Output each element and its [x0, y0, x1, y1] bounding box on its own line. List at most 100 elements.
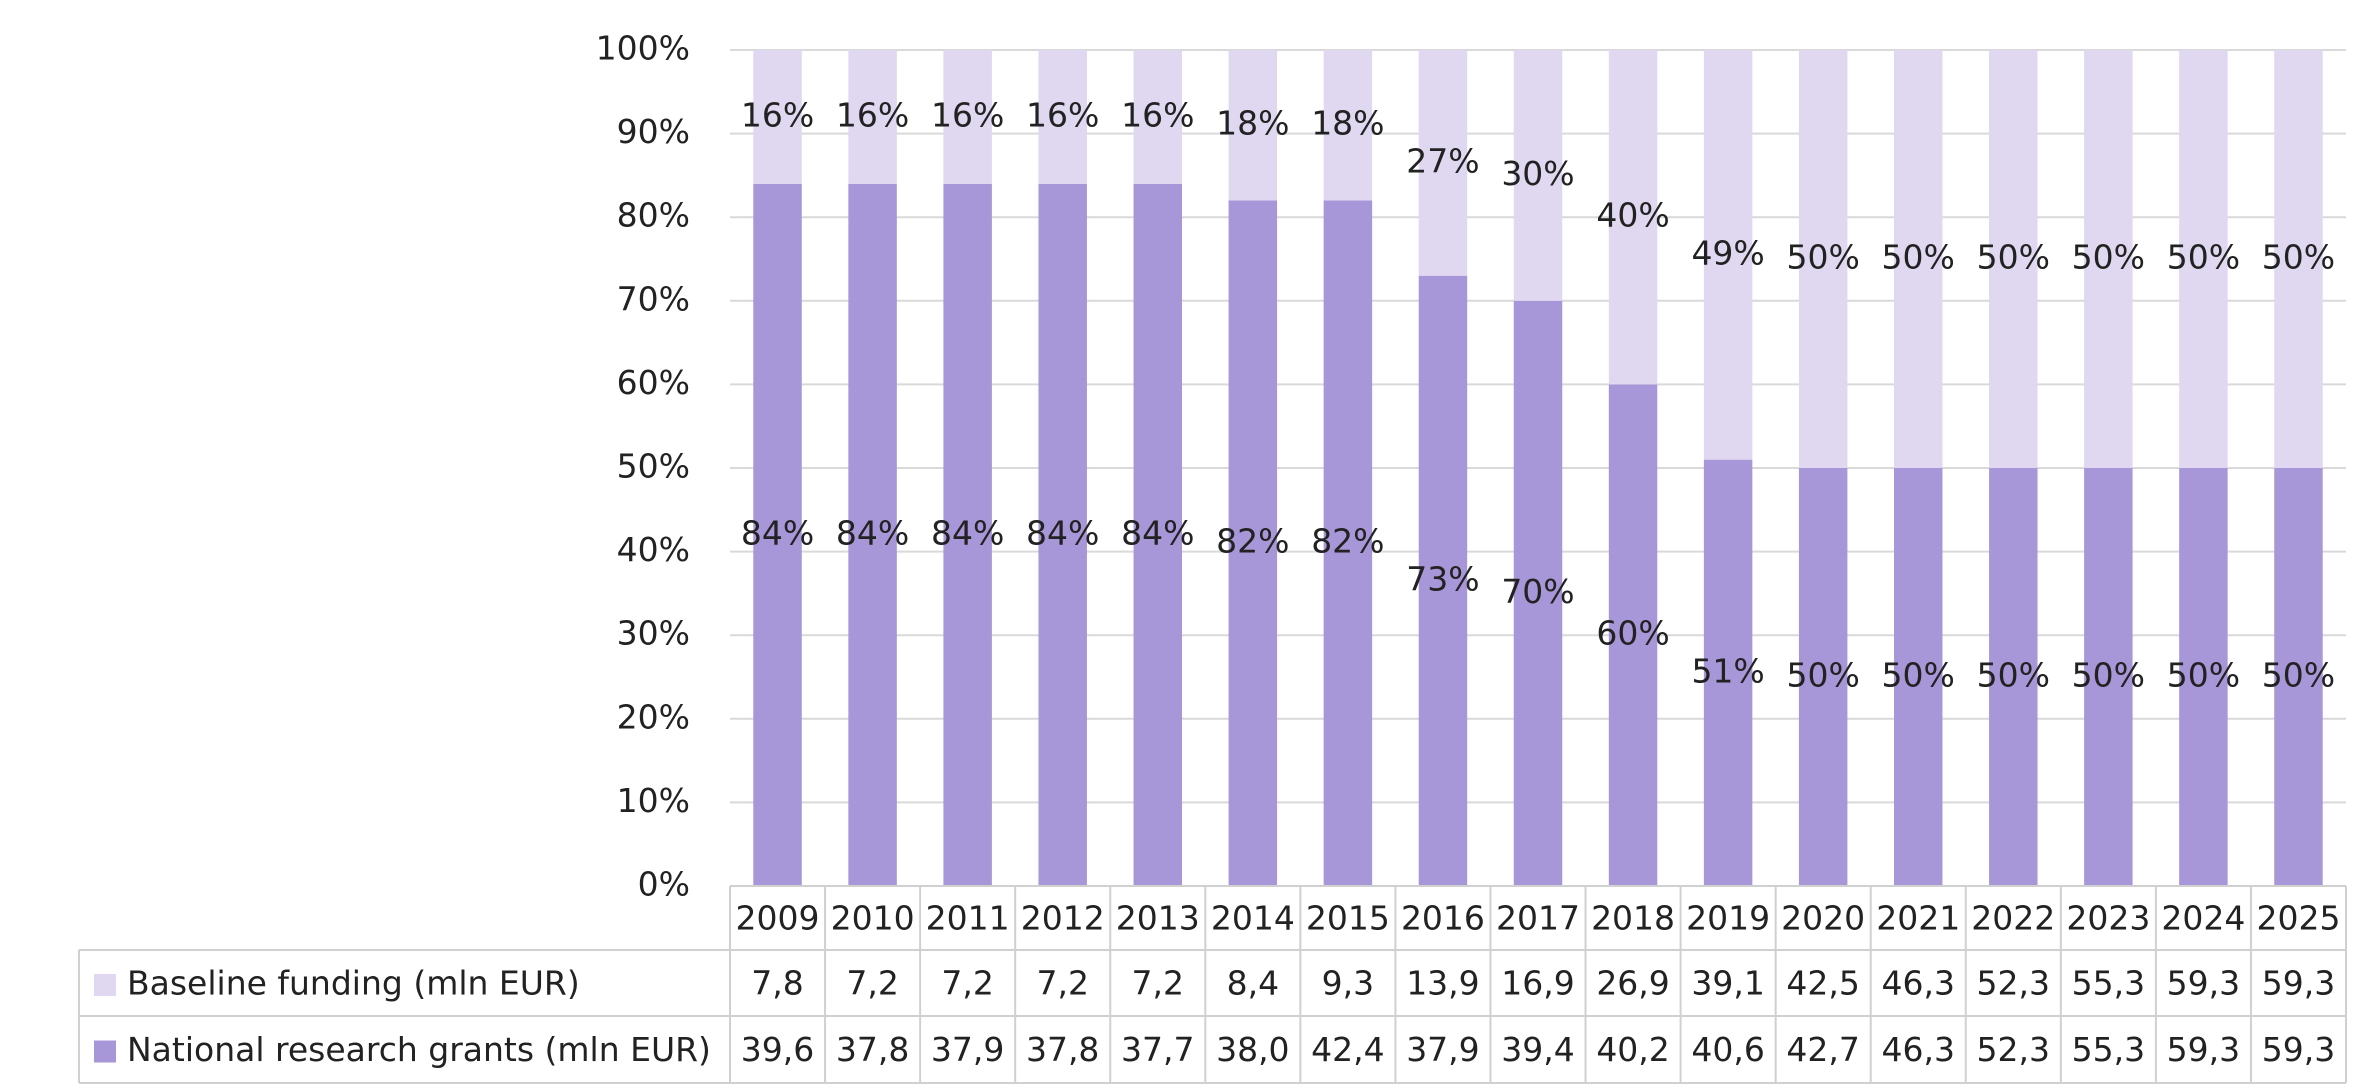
y-tick-label: 0%	[638, 865, 690, 904]
table-value: 59,3	[2167, 964, 2240, 1003]
bar-segment	[2179, 468, 2228, 886]
data-label: 18%	[1311, 104, 1384, 143]
table-value: 39,4	[1501, 1030, 1574, 1069]
data-label: 70%	[1501, 572, 1574, 611]
data-label: 50%	[1977, 238, 2050, 277]
data-label: 50%	[2167, 656, 2240, 695]
bar-segment	[943, 50, 992, 184]
x-tick-label: 2025	[2256, 899, 2340, 938]
x-tick-label: 2013	[1116, 899, 1200, 938]
table-value: 38,0	[1216, 1030, 1289, 1069]
bar-segment	[1798, 50, 1848, 468]
x-tick-label: 2017	[1496, 899, 1580, 938]
x-tick-label: 2021	[1876, 899, 1960, 938]
bar-segment	[1608, 384, 1658, 886]
bar-segment	[2179, 50, 2228, 468]
data-label: 49%	[1691, 233, 1764, 272]
bar-segment	[1608, 50, 1658, 385]
table-value: 7,2	[846, 964, 898, 1003]
legend-label: National research grants (mln EUR)	[127, 1030, 711, 1069]
y-tick-label: 100%	[596, 29, 690, 68]
data-label: 84%	[836, 513, 909, 552]
bar-segment	[1133, 183, 1183, 886]
table-value: 37,9	[1406, 1030, 1479, 1069]
bar-segment	[1418, 50, 1468, 276]
table-value: 52,3	[1977, 1030, 2050, 1069]
data-label: 50%	[1786, 656, 1859, 695]
y-tick-label: 60%	[617, 363, 690, 402]
table-value: 7,8	[751, 964, 803, 1003]
data-label: 18%	[1216, 104, 1289, 143]
bar-segment	[2274, 468, 2323, 886]
y-tick-label: 10%	[617, 781, 690, 820]
legend-swatch	[94, 974, 116, 996]
data-label: 51%	[1691, 651, 1764, 690]
bar-segment	[1038, 183, 1087, 886]
bar-segment	[753, 50, 802, 184]
table-value: 52,3	[1977, 964, 2050, 1003]
bar-segment	[1038, 50, 1087, 184]
x-tick-label: 2014	[1211, 899, 1295, 938]
legend-swatch	[94, 1040, 116, 1063]
bar-segment	[1703, 50, 1753, 460]
data-label: 60%	[1596, 614, 1669, 653]
table-value: 39,6	[741, 1030, 814, 1069]
x-tick-label: 2015	[1306, 899, 1390, 938]
bar-segment	[1228, 200, 1278, 887]
table-value: 37,8	[1026, 1030, 1099, 1069]
bar-segment	[848, 50, 897, 184]
data-label: 50%	[1977, 656, 2050, 695]
data-label: 84%	[931, 513, 1004, 552]
x-tick-label: 2011	[926, 899, 1010, 938]
table-value: 37,8	[836, 1030, 909, 1069]
table-value: 9,3	[1322, 964, 1374, 1003]
table-value: 8,4	[1227, 964, 1279, 1003]
data-label: 82%	[1311, 522, 1384, 561]
data-label: 50%	[2072, 238, 2145, 277]
x-tick-label: 2012	[1021, 899, 1105, 938]
bar-segment	[2274, 50, 2323, 468]
y-tick-label: 80%	[617, 196, 690, 235]
data-label: 30%	[1501, 154, 1574, 193]
data-label: 84%	[741, 513, 814, 552]
data-label: 84%	[1026, 513, 1099, 552]
y-tick-label: 90%	[617, 112, 690, 151]
table-value: 39,1	[1691, 964, 1764, 1003]
x-tick-label: 2009	[736, 899, 820, 938]
x-tick-label: 2024	[2161, 899, 2245, 938]
bar-segment	[943, 183, 992, 886]
table-value: 40,2	[1596, 1030, 1669, 1069]
legend-label: Baseline funding (mln EUR)	[127, 964, 580, 1003]
table-value: 26,9	[1596, 964, 1669, 1003]
data-label: 16%	[1026, 95, 1099, 134]
x-tick-label: 2022	[1971, 899, 2055, 938]
data-label: 50%	[2262, 656, 2335, 695]
data-label: 16%	[836, 95, 909, 134]
bar-segment	[1133, 50, 1183, 184]
table-value: 37,7	[1121, 1030, 1194, 1069]
x-tick-label: 2020	[1781, 899, 1865, 938]
bar-segment	[1513, 300, 1563, 886]
bar-segment	[1989, 468, 2038, 886]
y-tick-label: 70%	[617, 279, 690, 318]
x-tick-label: 2019	[1686, 899, 1770, 938]
table-value: 40,6	[1691, 1030, 1764, 1069]
table-value: 55,3	[2072, 964, 2145, 1003]
x-tick-label: 2023	[2066, 899, 2150, 938]
bar-segment	[1513, 50, 1563, 301]
data-label: 50%	[2262, 238, 2335, 277]
y-tick-label: 20%	[617, 697, 690, 736]
x-tick-label: 2016	[1401, 899, 1485, 938]
data-label: 16%	[741, 95, 814, 134]
data-label: 73%	[1406, 559, 1479, 598]
table-value: 55,3	[2072, 1030, 2145, 1069]
data-label: 50%	[2167, 238, 2240, 277]
bar-segment	[1228, 50, 1278, 201]
data-label: 27%	[1406, 141, 1479, 180]
data-label: 50%	[1882, 238, 1955, 277]
table-value: 59,3	[2262, 1030, 2335, 1069]
bar-segment	[1703, 459, 1753, 886]
y-tick-label: 30%	[617, 614, 690, 653]
data-label: 16%	[931, 95, 1004, 134]
